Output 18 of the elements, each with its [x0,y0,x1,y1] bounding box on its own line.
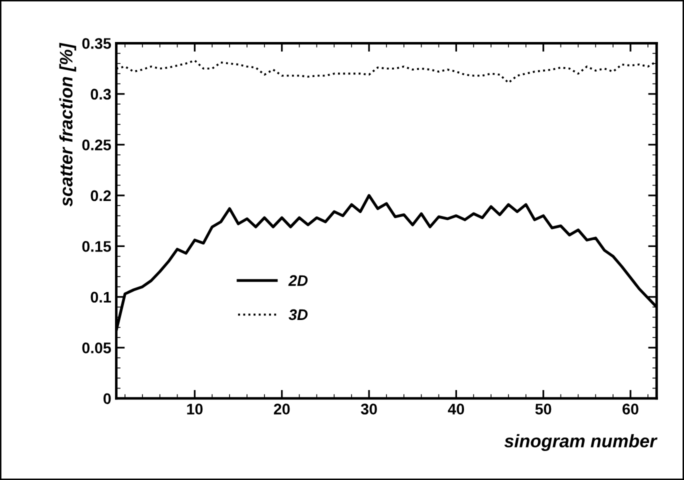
y-tick-label: 0.15 [82,241,111,252]
legend-label: 3D [288,309,308,320]
y-axis-title: scatter fraction [%] [59,42,76,207]
x-tick-label: 10 [187,404,203,414]
x-tick-label: 50 [535,404,552,414]
x-tick-label: 40 [448,404,464,414]
x-axis-title: sinogram number [504,434,658,451]
y-tick-label: 0.05 [82,342,111,354]
x-tick-label: 30 [360,404,377,415]
y-tick-label: 0.3 [90,88,111,100]
x-tick-label: 20 [274,404,290,414]
y-tick-label: 0.1 [90,292,111,303]
legend-label: 2D [288,275,308,286]
y-tick-label: 0.2 [90,190,111,202]
x-tick-label: 60 [622,404,638,414]
y-tick-label: 0.25 [82,140,111,150]
y-tick-label: 0.35 [82,38,111,49]
y-tick-label: 0 [104,393,111,404]
